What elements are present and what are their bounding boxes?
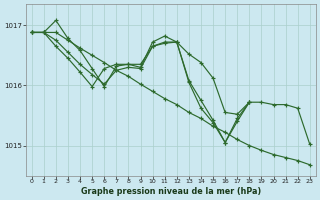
- X-axis label: Graphe pression niveau de la mer (hPa): Graphe pression niveau de la mer (hPa): [81, 187, 261, 196]
